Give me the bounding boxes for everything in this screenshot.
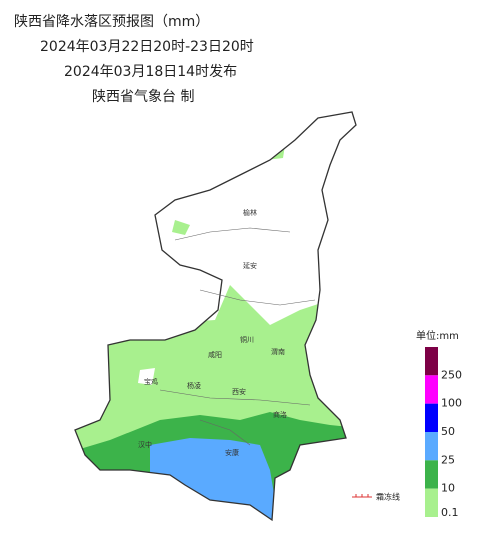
legend-swatch	[425, 403, 438, 432]
city-label: 安康	[225, 448, 239, 457]
issuer: 陕西省气象台 制	[92, 89, 194, 105]
city-label: 汉中	[138, 440, 152, 449]
city-label: 咸阳	[208, 350, 222, 359]
legend-swatch	[425, 347, 438, 376]
legend-label: 25	[441, 453, 455, 466]
frost-line-ticks	[355, 494, 369, 497]
city-label: 商洛	[273, 410, 287, 419]
legend-label: 100	[441, 397, 462, 410]
legend-label: 50	[441, 425, 455, 438]
legend-label: 10	[441, 482, 455, 495]
issued: 2024年03月18日14时发布	[64, 64, 237, 80]
city-label: 铜川	[240, 335, 254, 344]
legend-swatch	[425, 375, 438, 404]
city-label: 宝鸡	[144, 377, 158, 386]
legend-swatch	[425, 460, 438, 489]
rain-areas	[75, 112, 356, 520]
city-label: 杨凌	[187, 381, 201, 390]
city-label: 榆林	[243, 208, 257, 217]
legend-label: 0.1	[441, 506, 459, 519]
legend-label: 250	[441, 368, 462, 381]
legend-unit: 单位:mm	[416, 329, 459, 342]
title: 陕西省降水落区预报图（mm）	[14, 14, 209, 30]
city-label: 渭南	[271, 347, 285, 356]
city-label: 西安	[232, 387, 246, 396]
frost-line-label: 霜冻线	[376, 492, 400, 502]
legend-swatch	[425, 432, 438, 461]
legend-swatch	[425, 488, 438, 517]
city-label: 延安	[243, 261, 257, 270]
period: 2024年03月22日20时-23日20时	[40, 39, 254, 55]
